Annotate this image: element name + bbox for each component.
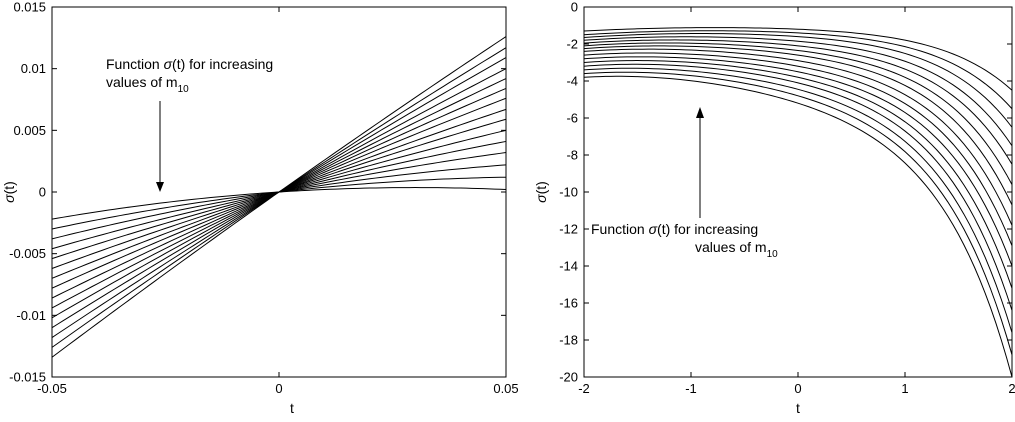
right-y-tick-label: -4 (566, 74, 578, 89)
right-plot-frame (583, 6, 1013, 378)
left-curves (51, 36, 507, 358)
left-series-line (51, 129, 507, 269)
right-panel: -2 -1 0 1 2-20-18-16-14-12-10-8-6-4-20 t σ(t… (533, 0, 1015, 416)
right-series-line (583, 71, 1013, 355)
right-series-line (583, 63, 1013, 311)
left-series-line (51, 87, 507, 309)
left-y-tick-label: 0.01 (21, 61, 46, 76)
right-y-tick-label: -12 (559, 222, 578, 237)
left-series-line (51, 36, 507, 358)
right-series-line (583, 42, 1013, 185)
right-series-line (583, 60, 1013, 289)
right-y-tick-label: 0 (571, 0, 578, 15)
left-series-line (51, 164, 507, 240)
right-series-line (583, 39, 1013, 165)
left-y-tick-label: 0.005 (13, 123, 46, 138)
right-series-line (583, 48, 1013, 226)
left-series-line (51, 108, 507, 289)
left-y-tick-label: -0.01 (16, 308, 46, 323)
left-annotation-line2: values of m10 (106, 74, 189, 95)
right-y-tick-label: -20 (559, 370, 578, 385)
right-annotation: Function σ(t) for increasing values of m… (591, 107, 778, 260)
left-series-line (51, 176, 507, 230)
left-arrowhead (156, 182, 164, 192)
right-series-line (583, 52, 1013, 246)
left-annotation-line1: Function σ(t) for increasing (106, 56, 273, 72)
left-panel: -0.05 0 0.05 -0.015 -0.01 -0.005 0 0.005 0.01 0.0… (1, 0, 519, 416)
right-y-axis-label: σ(t) (533, 181, 549, 203)
left-y-tick-label: 0 (39, 185, 46, 200)
left-y-axis-label: σ(t) (1, 181, 17, 203)
right-series-line (583, 75, 1013, 378)
right-x-tick-label: 2 (1008, 381, 1015, 396)
right-y-tick-label: -8 (566, 148, 578, 163)
left-series-line (51, 152, 507, 250)
right-y-tick-label: -6 (566, 111, 578, 126)
right-y-tick-label: -14 (559, 259, 578, 274)
left-annotation: Function σ(t) for increasing values of m… (106, 56, 273, 192)
right-series-line (583, 56, 1013, 267)
right-arrowhead (696, 107, 704, 118)
right-x-tick-label: 1 (901, 381, 908, 396)
right-annotation-line1: Function σ(t) for increasing (591, 221, 758, 237)
left-series-line (51, 78, 507, 319)
right-x-tick-label: 0 (794, 381, 801, 396)
right-series-line (583, 33, 1013, 128)
right-annotation-line2: values of m10 (695, 239, 778, 260)
left-series-line (51, 118, 507, 279)
left-x-tick-label: -0.05 (37, 381, 67, 396)
right-y-tick-label: -2 (566, 37, 578, 52)
left-x-tick-label: 0 (275, 381, 282, 396)
right-ticks: -2 -1 0 1 2-20-18-16-14-12-10-8-6-4-20 (559, 0, 1015, 396)
left-series-line (51, 68, 507, 329)
right-x-tick-label: -2 (578, 381, 590, 396)
left-series-line (51, 140, 507, 260)
left-y-tick-label: -0.005 (9, 246, 46, 261)
left-ticks: -0.05 0 0.05 -0.015 -0.01 -0.005 0 0.005 0.01 0.0… (9, 0, 519, 396)
left-x-tick-label: 0.05 (493, 381, 518, 396)
left-y-tick-label: -0.015 (9, 370, 46, 385)
right-x-axis-label: t (796, 400, 800, 416)
left-series-line (51, 97, 507, 299)
right-series-line (583, 30, 1013, 110)
right-x-tick-label: -1 (685, 381, 697, 396)
left-series-line (51, 57, 507, 338)
left-x-axis-label: t (290, 400, 294, 416)
right-series-line (583, 27, 1013, 91)
right-series-line (583, 67, 1013, 333)
right-y-tick-label: -10 (559, 185, 578, 200)
right-y-tick-label: -18 (559, 333, 578, 348)
right-y-tick-label: -16 (559, 296, 578, 311)
left-y-tick-label: 0.015 (13, 0, 46, 15)
right-curves (583, 27, 1013, 378)
right-series-line (583, 36, 1013, 147)
right-series-line (583, 45, 1013, 206)
left-series-line (51, 47, 507, 348)
